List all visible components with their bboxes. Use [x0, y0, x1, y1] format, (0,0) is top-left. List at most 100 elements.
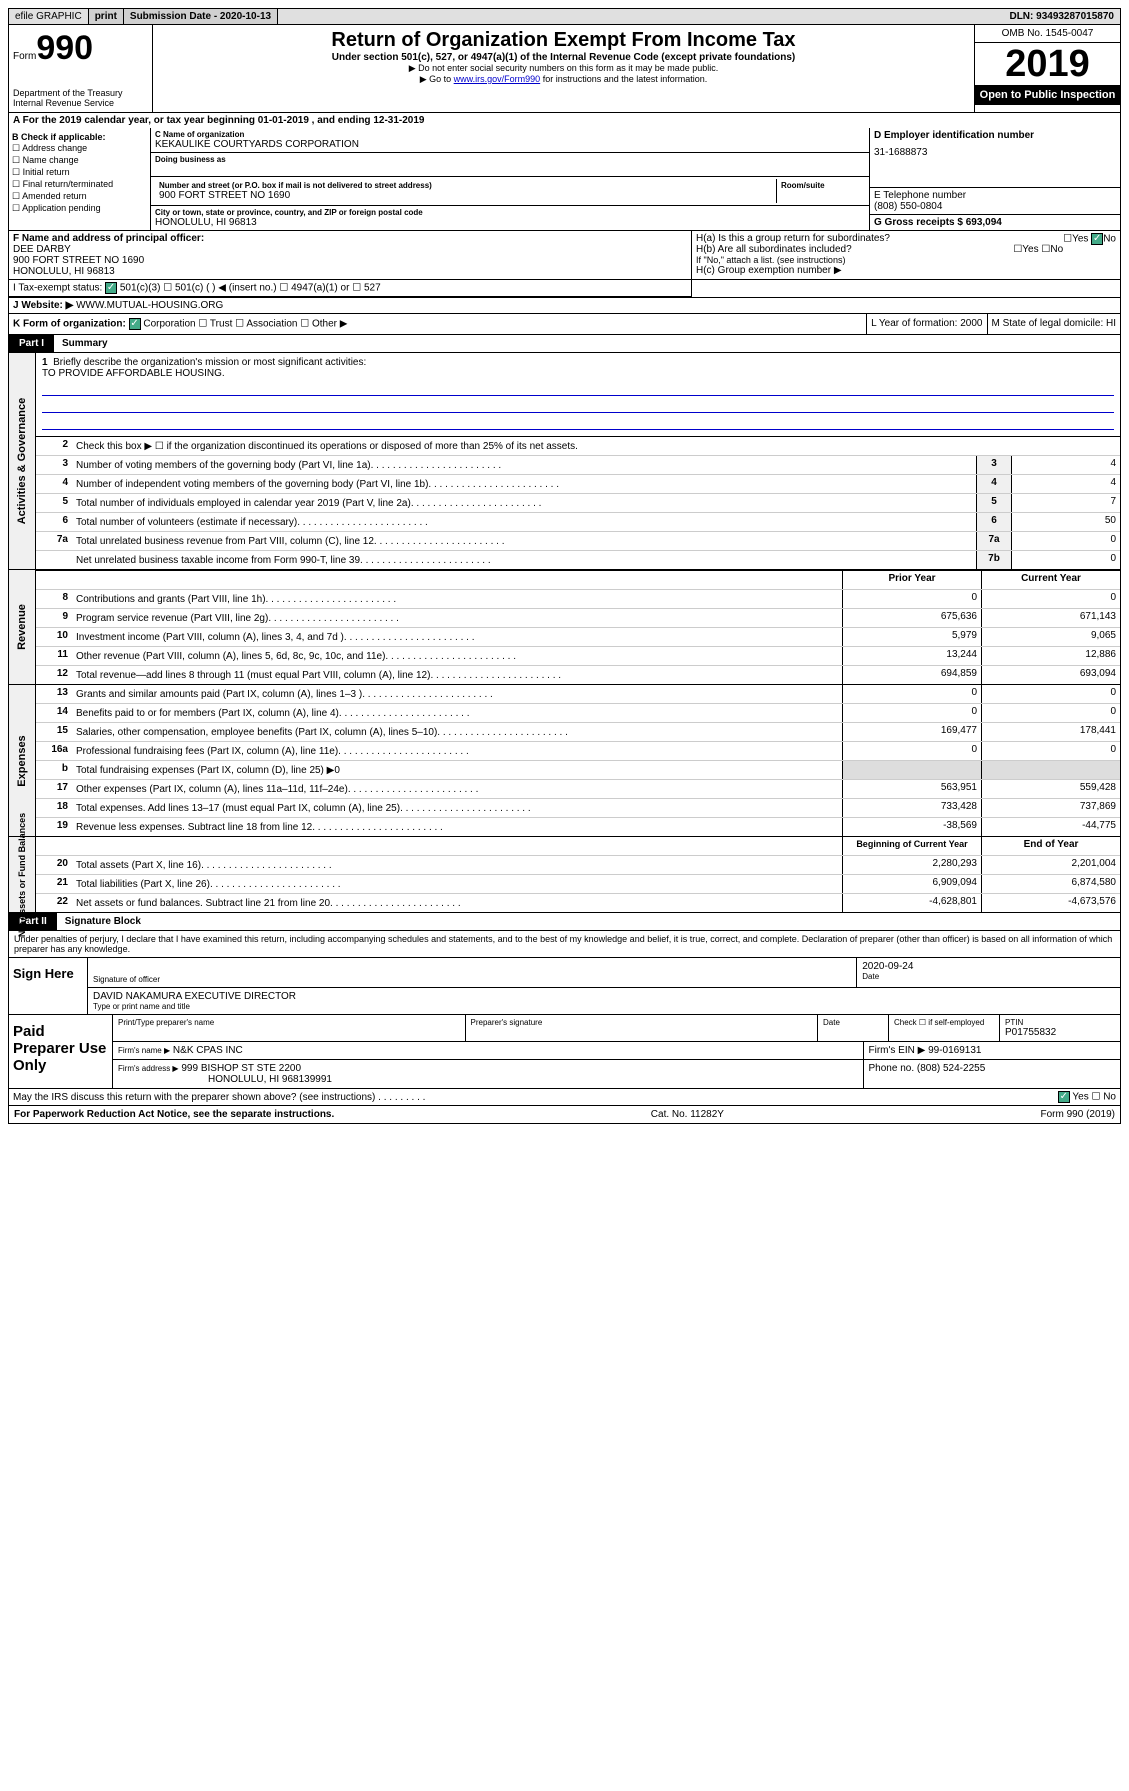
cb-address[interactable]: ☐ Address change	[12, 143, 147, 154]
hdr-current: Current Year	[981, 571, 1120, 589]
phone-value: (808) 550-0804	[874, 201, 1116, 212]
cb-pending[interactable]: ☐ Application pending	[12, 203, 147, 214]
paid-preparer-block: Paid Preparer Use Only Print/Type prepar…	[8, 1015, 1121, 1089]
box-b: B Check if applicable: ☐ Address change …	[9, 128, 151, 230]
phone-label: E Telephone number	[874, 190, 1116, 201]
hdr-prior: Prior Year	[842, 571, 981, 589]
prep-date-label: Date	[818, 1015, 889, 1041]
room-label: Room/suite	[781, 181, 861, 190]
hb-label: H(b) Are all subordinates included?	[696, 244, 852, 255]
print-button[interactable]: print	[89, 9, 124, 24]
officer-addr1: 900 FORT STREET NO 1690	[13, 255, 687, 266]
discuss-text: May the IRS discuss this return with the…	[13, 1092, 425, 1103]
part1-title: Summary	[54, 335, 116, 352]
hdr-begin: Beginning of Current Year	[842, 837, 981, 855]
ha-label: H(a) Is this a group return for subordin…	[696, 233, 890, 244]
officer-label: F Name and address of principal officer:	[13, 233, 687, 244]
form-title: Return of Organization Exempt From Incom…	[157, 29, 970, 52]
name-label: C Name of organization	[155, 130, 865, 139]
part2-title: Signature Block	[57, 913, 149, 930]
self-emp-label: Check ☐ if self-employed	[889, 1015, 1000, 1041]
prep-name-label: Print/Type preparer's name	[113, 1015, 466, 1041]
sign-here-label: Sign Here	[9, 958, 88, 1014]
state-domicile: M State of legal domicile: HI	[988, 314, 1121, 334]
discuss-row: May the IRS discuss this return with the…	[8, 1089, 1121, 1106]
website-label: J Website: ▶	[13, 300, 73, 311]
ptin-label: PTIN	[1005, 1018, 1115, 1027]
firm-phone: Phone no. (808) 524-2255	[864, 1060, 1121, 1088]
vtab-rev: Revenue	[16, 604, 28, 650]
firm-name: N&K CPAS INC	[173, 1045, 243, 1056]
year-formation: L Year of formation: 2000	[867, 314, 987, 334]
q1: Briefly describe the organization's miss…	[53, 357, 366, 368]
dept-label: Department of the Treasury Internal Reve…	[13, 88, 148, 108]
row-j: J Website: ▶ WWW.MUTUAL-HOUSING.ORG	[8, 298, 1121, 314]
firm-addr-label: Firm's address ▶	[118, 1064, 179, 1073]
cb-name[interactable]: ☐ Name change	[12, 155, 147, 166]
fhi-block: F Name and address of principal officer:…	[8, 231, 1121, 280]
gross-receipts: G Gross receipts $ 693,094	[874, 217, 1116, 228]
mission: TO PROVIDE AFFORDABLE HOUSING.	[42, 368, 1114, 379]
perjury-text: Under penalties of perjury, I declare th…	[8, 931, 1121, 958]
prep-sig-label: Preparer's signature	[466, 1015, 819, 1041]
submission-date: Submission Date - 2020-10-13	[124, 9, 278, 24]
cb-amended[interactable]: ☐ Amended return	[12, 191, 147, 202]
firm-name-label: Firm's name ▶	[118, 1046, 170, 1055]
efile-label: efile GRAPHIC	[9, 9, 89, 24]
city-label: City or town, state or province, country…	[155, 208, 865, 217]
instructions-link[interactable]: www.irs.gov/Form990	[454, 74, 541, 84]
top-bar: efile GRAPHIC print Submission Date - 20…	[8, 8, 1121, 25]
addr-label: Number and street (or P.O. box if mail i…	[159, 181, 772, 190]
tax-year-line: A For the 2019 calendar year, or tax yea…	[8, 113, 1121, 128]
netassets-section: Net Assets or Fund Balances Beginning of…	[8, 837, 1121, 913]
part1-tab: Part I	[9, 335, 54, 352]
part1-header: Part I Summary	[8, 335, 1121, 353]
form-word: Form	[13, 51, 36, 62]
hb-note: If "No," attach a list. (see instruction…	[696, 255, 1116, 265]
row-i-j: I Tax-exempt status: 501(c)(3) ☐ 501(c) …	[8, 280, 1121, 298]
hc-label: H(c) Group exemption number ▶	[696, 265, 1116, 276]
form-org-label: K Form of organization:	[13, 319, 126, 330]
sig-date: 2020-09-24	[862, 961, 1115, 972]
officer-name-title: DAVID NAKAMURA EXECUTIVE DIRECTOR	[93, 991, 1115, 1002]
form-footer: Form 990 (2019)	[1041, 1109, 1115, 1120]
ein-value: 31-1688873	[874, 147, 1116, 158]
notice-ssn: ▶ Do not enter social security numbers o…	[157, 63, 970, 74]
street-address: 900 FORT STREET NO 1690	[159, 190, 772, 201]
vtab-net: Net Assets or Fund Balances	[17, 812, 27, 936]
hdr-end: End of Year	[981, 837, 1120, 855]
part2-header: Part II Signature Block	[8, 913, 1121, 931]
org-name: KEKAULIKE COURTYARDS CORPORATION	[155, 139, 865, 150]
form-subtitle: Under section 501(c), 527, or 4947(a)(1)…	[157, 52, 970, 63]
sig-date-label: Date	[862, 972, 1115, 981]
revenue-section: Revenue Prior Year Current Year 8Contrib…	[8, 570, 1121, 685]
city-state-zip: HONOLULU, HI 96813	[155, 217, 865, 228]
firm-city: HONOLULU, HI 968139991	[208, 1074, 858, 1085]
firm-addr: 999 BISHOP ST STE 2200	[181, 1063, 301, 1074]
open-inspection: Open to Public Inspection	[975, 85, 1120, 105]
row-k: K Form of organization: Corporation ☐ Tr…	[8, 314, 1121, 335]
omb-number: OMB No. 1545-0047	[975, 25, 1120, 43]
notice-link-post: for instructions and the latest informat…	[540, 74, 707, 84]
box-b-title: B Check if applicable:	[12, 132, 147, 142]
tax-exempt-opts: 501(c)(3) ☐ 501(c) ( ) ◀ (insert no.) ☐ …	[120, 283, 381, 294]
sign-block: Sign Here Signature of officer 2020-09-2…	[8, 958, 1121, 1015]
501c3-checked	[105, 282, 117, 294]
cb-final[interactable]: ☐ Final return/terminated	[12, 179, 147, 190]
expenses-section: Expenses 13Grants and similar amounts pa…	[8, 685, 1121, 837]
vtab-exp: Expenses	[16, 735, 28, 786]
pra-notice: For Paperwork Reduction Act Notice, see …	[14, 1109, 334, 1120]
cb-initial[interactable]: ☐ Initial return	[12, 167, 147, 178]
dln-label: DLN: 93493287015870	[1003, 9, 1120, 24]
form-org-opts: Corporation ☐ Trust ☐ Association ☐ Othe…	[143, 319, 347, 330]
dba-label: Doing business as	[155, 155, 865, 164]
ptin-value: P01755832	[1005, 1027, 1115, 1038]
tax-year: 2019	[975, 43, 1120, 85]
officer-name-label: Type or print name and title	[93, 1002, 1115, 1011]
notice-link-pre: ▶ Go to	[420, 74, 454, 84]
footer: For Paperwork Reduction Act Notice, see …	[8, 1106, 1121, 1124]
corp-checked	[129, 318, 141, 330]
sig-officer-label: Signature of officer	[93, 975, 851, 984]
ein-label: D Employer identification number	[874, 130, 1116, 141]
entity-block: B Check if applicable: ☐ Address change …	[8, 128, 1121, 231]
